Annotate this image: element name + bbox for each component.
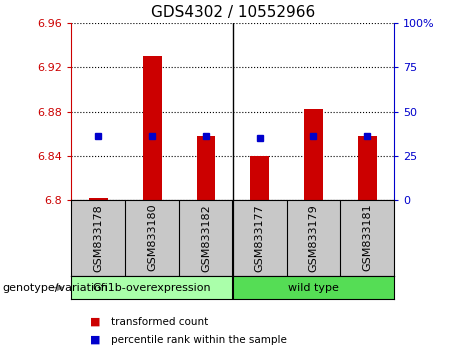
Bar xyxy=(358,136,377,200)
Text: ■: ■ xyxy=(90,317,100,327)
Text: GSM833178: GSM833178 xyxy=(93,204,103,272)
Bar xyxy=(89,198,108,200)
Bar xyxy=(233,276,394,299)
Bar xyxy=(250,156,269,200)
Text: GSM833181: GSM833181 xyxy=(362,204,372,272)
Bar xyxy=(304,109,323,200)
Text: Gfi1b-overexpression: Gfi1b-overexpression xyxy=(93,282,212,293)
Text: ■: ■ xyxy=(90,335,100,345)
Text: GSM833177: GSM833177 xyxy=(254,204,265,272)
Text: genotype/variation: genotype/variation xyxy=(2,282,108,293)
Text: GSM833182: GSM833182 xyxy=(201,204,211,272)
Text: GSM833180: GSM833180 xyxy=(147,204,157,272)
Bar xyxy=(143,56,161,200)
Text: wild type: wild type xyxy=(288,282,339,293)
Text: GSM833179: GSM833179 xyxy=(308,204,319,272)
Text: percentile rank within the sample: percentile rank within the sample xyxy=(111,335,287,345)
Title: GDS4302 / 10552966: GDS4302 / 10552966 xyxy=(151,5,315,21)
Bar xyxy=(196,136,215,200)
Text: transformed count: transformed count xyxy=(111,317,208,327)
